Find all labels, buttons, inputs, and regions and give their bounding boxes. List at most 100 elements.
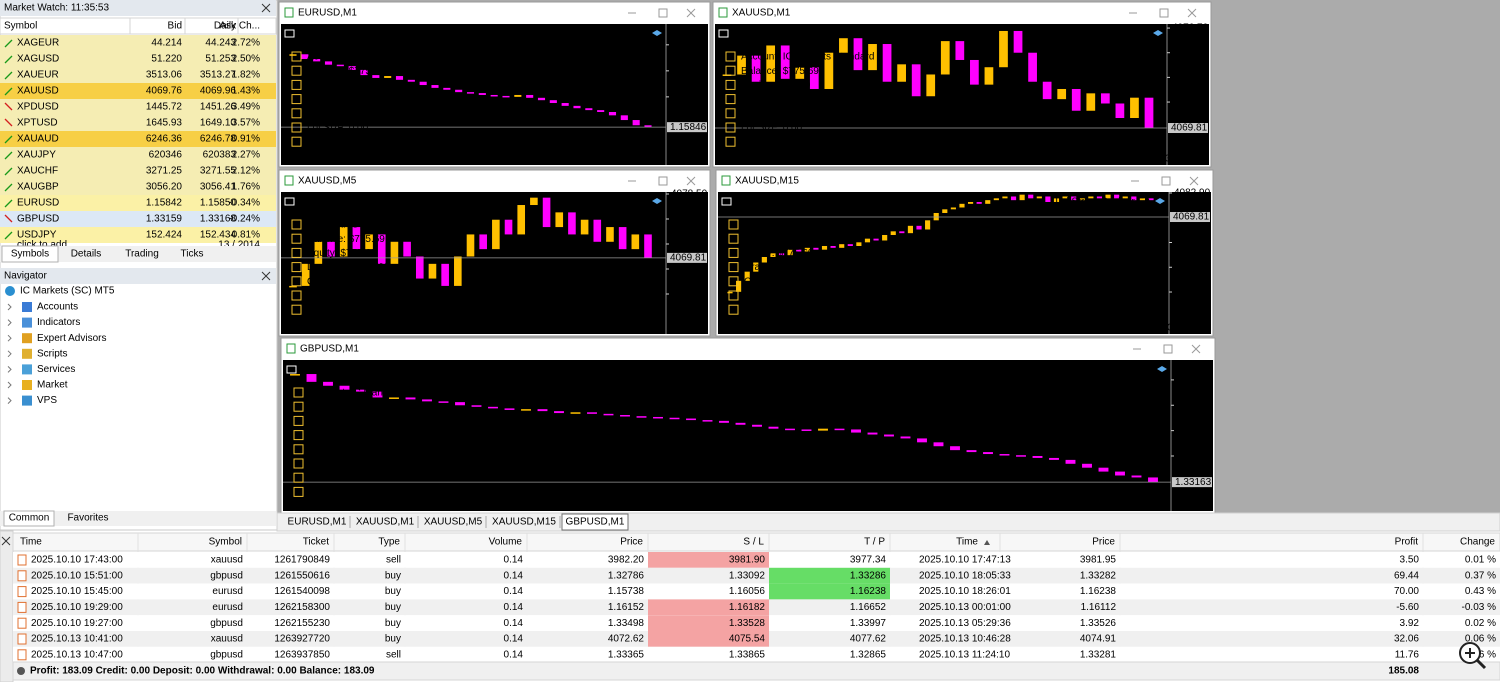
panel-tab[interactable]: Favorites	[67, 513, 108, 524]
candle	[916, 225, 922, 230]
candle	[1098, 467, 1109, 472]
panel-tab[interactable]: Symbols	[11, 249, 49, 260]
symbol[interactable]: USDJPY	[17, 230, 57, 241]
ea-info-line: Balance: $775.69	[307, 234, 385, 245]
panel-tab[interactable]: Details	[71, 249, 102, 260]
navigator-icon	[22, 395, 32, 406]
close-button[interactable]	[1, 536, 11, 546]
navigator-icon	[22, 348, 32, 359]
chart-tab[interactable]: EURUSD,M1	[288, 517, 347, 528]
current-price: 1.15846	[670, 122, 707, 133]
symbol[interactable]: XAUCHF	[17, 166, 58, 177]
navigator-item[interactable]: Scripts	[37, 348, 68, 359]
column-header[interactable]: Profit	[1395, 537, 1419, 548]
panel-tab[interactable]: Common	[9, 513, 50, 524]
navigator-item[interactable]: Expert Advisors	[37, 333, 106, 344]
ea-line-icon	[725, 79, 736, 90]
symbol[interactable]: XAUUSD	[17, 86, 59, 97]
window-title[interactable]: XAUUSD,M5	[298, 176, 357, 187]
ea-line-icon	[293, 401, 304, 412]
candle	[966, 450, 977, 453]
close-button[interactable]	[686, 8, 696, 18]
navigator-item[interactable]: Accounts	[37, 302, 78, 313]
bid: 3513.06	[146, 70, 183, 81]
candle	[955, 41, 965, 60]
candle	[801, 429, 812, 431]
column-header[interactable]: Symbol	[209, 537, 242, 548]
candle	[818, 428, 828, 431]
candle	[847, 244, 853, 246]
close-button[interactable]	[1191, 344, 1201, 354]
column-header[interactable]: Time	[20, 537, 42, 548]
close-button[interactable]	[1189, 176, 1199, 186]
navigator-root[interactable]: IC Markets (SC) MT5	[20, 286, 115, 297]
close-button[interactable]	[1187, 8, 1197, 18]
symbol[interactable]: XAGUSD	[17, 54, 59, 65]
symbol[interactable]: XAUEUR	[17, 70, 59, 81]
column-header[interactable]: Volume	[489, 537, 523, 548]
chart-tab[interactable]: XAUUSD,M15	[492, 517, 556, 528]
column-header[interactable]: T / P	[864, 537, 885, 548]
panel-tab[interactable]: Ticks	[181, 249, 204, 260]
symbol[interactable]: XAUAUD	[17, 134, 59, 145]
column-header[interactable]: Price	[1092, 537, 1115, 548]
window-title[interactable]: EURUSD,M1	[298, 8, 357, 19]
table-cell: 1263927720	[274, 634, 330, 645]
symbol[interactable]: XAUJPY	[17, 150, 56, 161]
ea-line-icon	[728, 233, 739, 244]
ea-line-icon	[291, 290, 302, 301]
symbol[interactable]: GBPUSD	[17, 214, 59, 225]
navigator-item[interactable]: Market	[37, 380, 68, 391]
close-button[interactable]	[261, 3, 271, 13]
symbol[interactable]: XPDUSD	[17, 102, 59, 113]
daily-change: 1.76%	[232, 182, 260, 193]
add-symbol[interactable]: click to add	[17, 240, 67, 251]
symbol[interactable]: XPTUSD	[17, 118, 58, 129]
panel-tab[interactable]: Trading	[125, 249, 159, 260]
column-header[interactable]: S / L	[743, 537, 764, 548]
candle	[897, 64, 906, 82]
navigator-item[interactable]: Services	[37, 364, 75, 375]
table-cell: 4074.91	[1080, 634, 1117, 645]
symbol[interactable]: EURUSD	[17, 198, 59, 209]
chart-tab[interactable]: GBPUSD,M1	[566, 517, 625, 528]
window-title[interactable]: XAUUSD,M15	[735, 176, 799, 187]
table-cell: 3977.34	[850, 555, 887, 566]
column-header[interactable]: Price	[620, 537, 643, 548]
symbol[interactable]: XAUGBP	[17, 182, 59, 193]
window-title[interactable]: XAUUSD,M1	[732, 8, 791, 19]
close-button[interactable]	[261, 271, 271, 281]
candle	[348, 66, 356, 70]
ea-line-icon	[291, 233, 302, 244]
ask: 4069.96	[200, 86, 237, 97]
candle	[521, 409, 531, 411]
time-label: 13 Oct 04:00	[771, 323, 829, 334]
column-header[interactable]: Time	[956, 537, 978, 548]
symbol[interactable]: XAGEUR	[17, 38, 59, 49]
maximize-button	[1161, 176, 1171, 186]
candle	[471, 405, 482, 407]
column-header[interactable]: Ticket	[303, 537, 330, 548]
candle	[770, 253, 776, 257]
column-header[interactable]: Type	[378, 537, 400, 548]
close-button[interactable]	[686, 176, 696, 186]
bid: 1.33159	[146, 214, 183, 225]
chart-tab[interactable]: XAUUSD,M1	[356, 517, 415, 528]
chart-tab[interactable]: XAUUSD,M5	[424, 517, 483, 528]
column-header[interactable]: Change	[1460, 537, 1495, 548]
candle	[356, 389, 366, 392]
current-price: 4069.81	[1171, 123, 1208, 134]
navigator-item[interactable]: Indicators	[37, 317, 80, 328]
bid: 1445.72	[146, 102, 183, 113]
table-cell: buy	[385, 586, 401, 597]
window-title[interactable]: GBPUSD,M1	[300, 344, 359, 355]
bid: 3056.20	[146, 182, 183, 193]
navigator-item[interactable]: VPS	[37, 395, 57, 406]
ea-info-line: Open Orders: 0	[307, 108, 376, 119]
time-label: 13 Oct 09:30	[332, 323, 390, 334]
deal-icon	[17, 649, 27, 661]
candle	[719, 420, 729, 423]
table-cell: xauusd	[211, 634, 243, 645]
price-label: 1.33360	[1176, 400, 1213, 411]
ea-info-line: Account: IC Markets Standard	[741, 52, 874, 63]
